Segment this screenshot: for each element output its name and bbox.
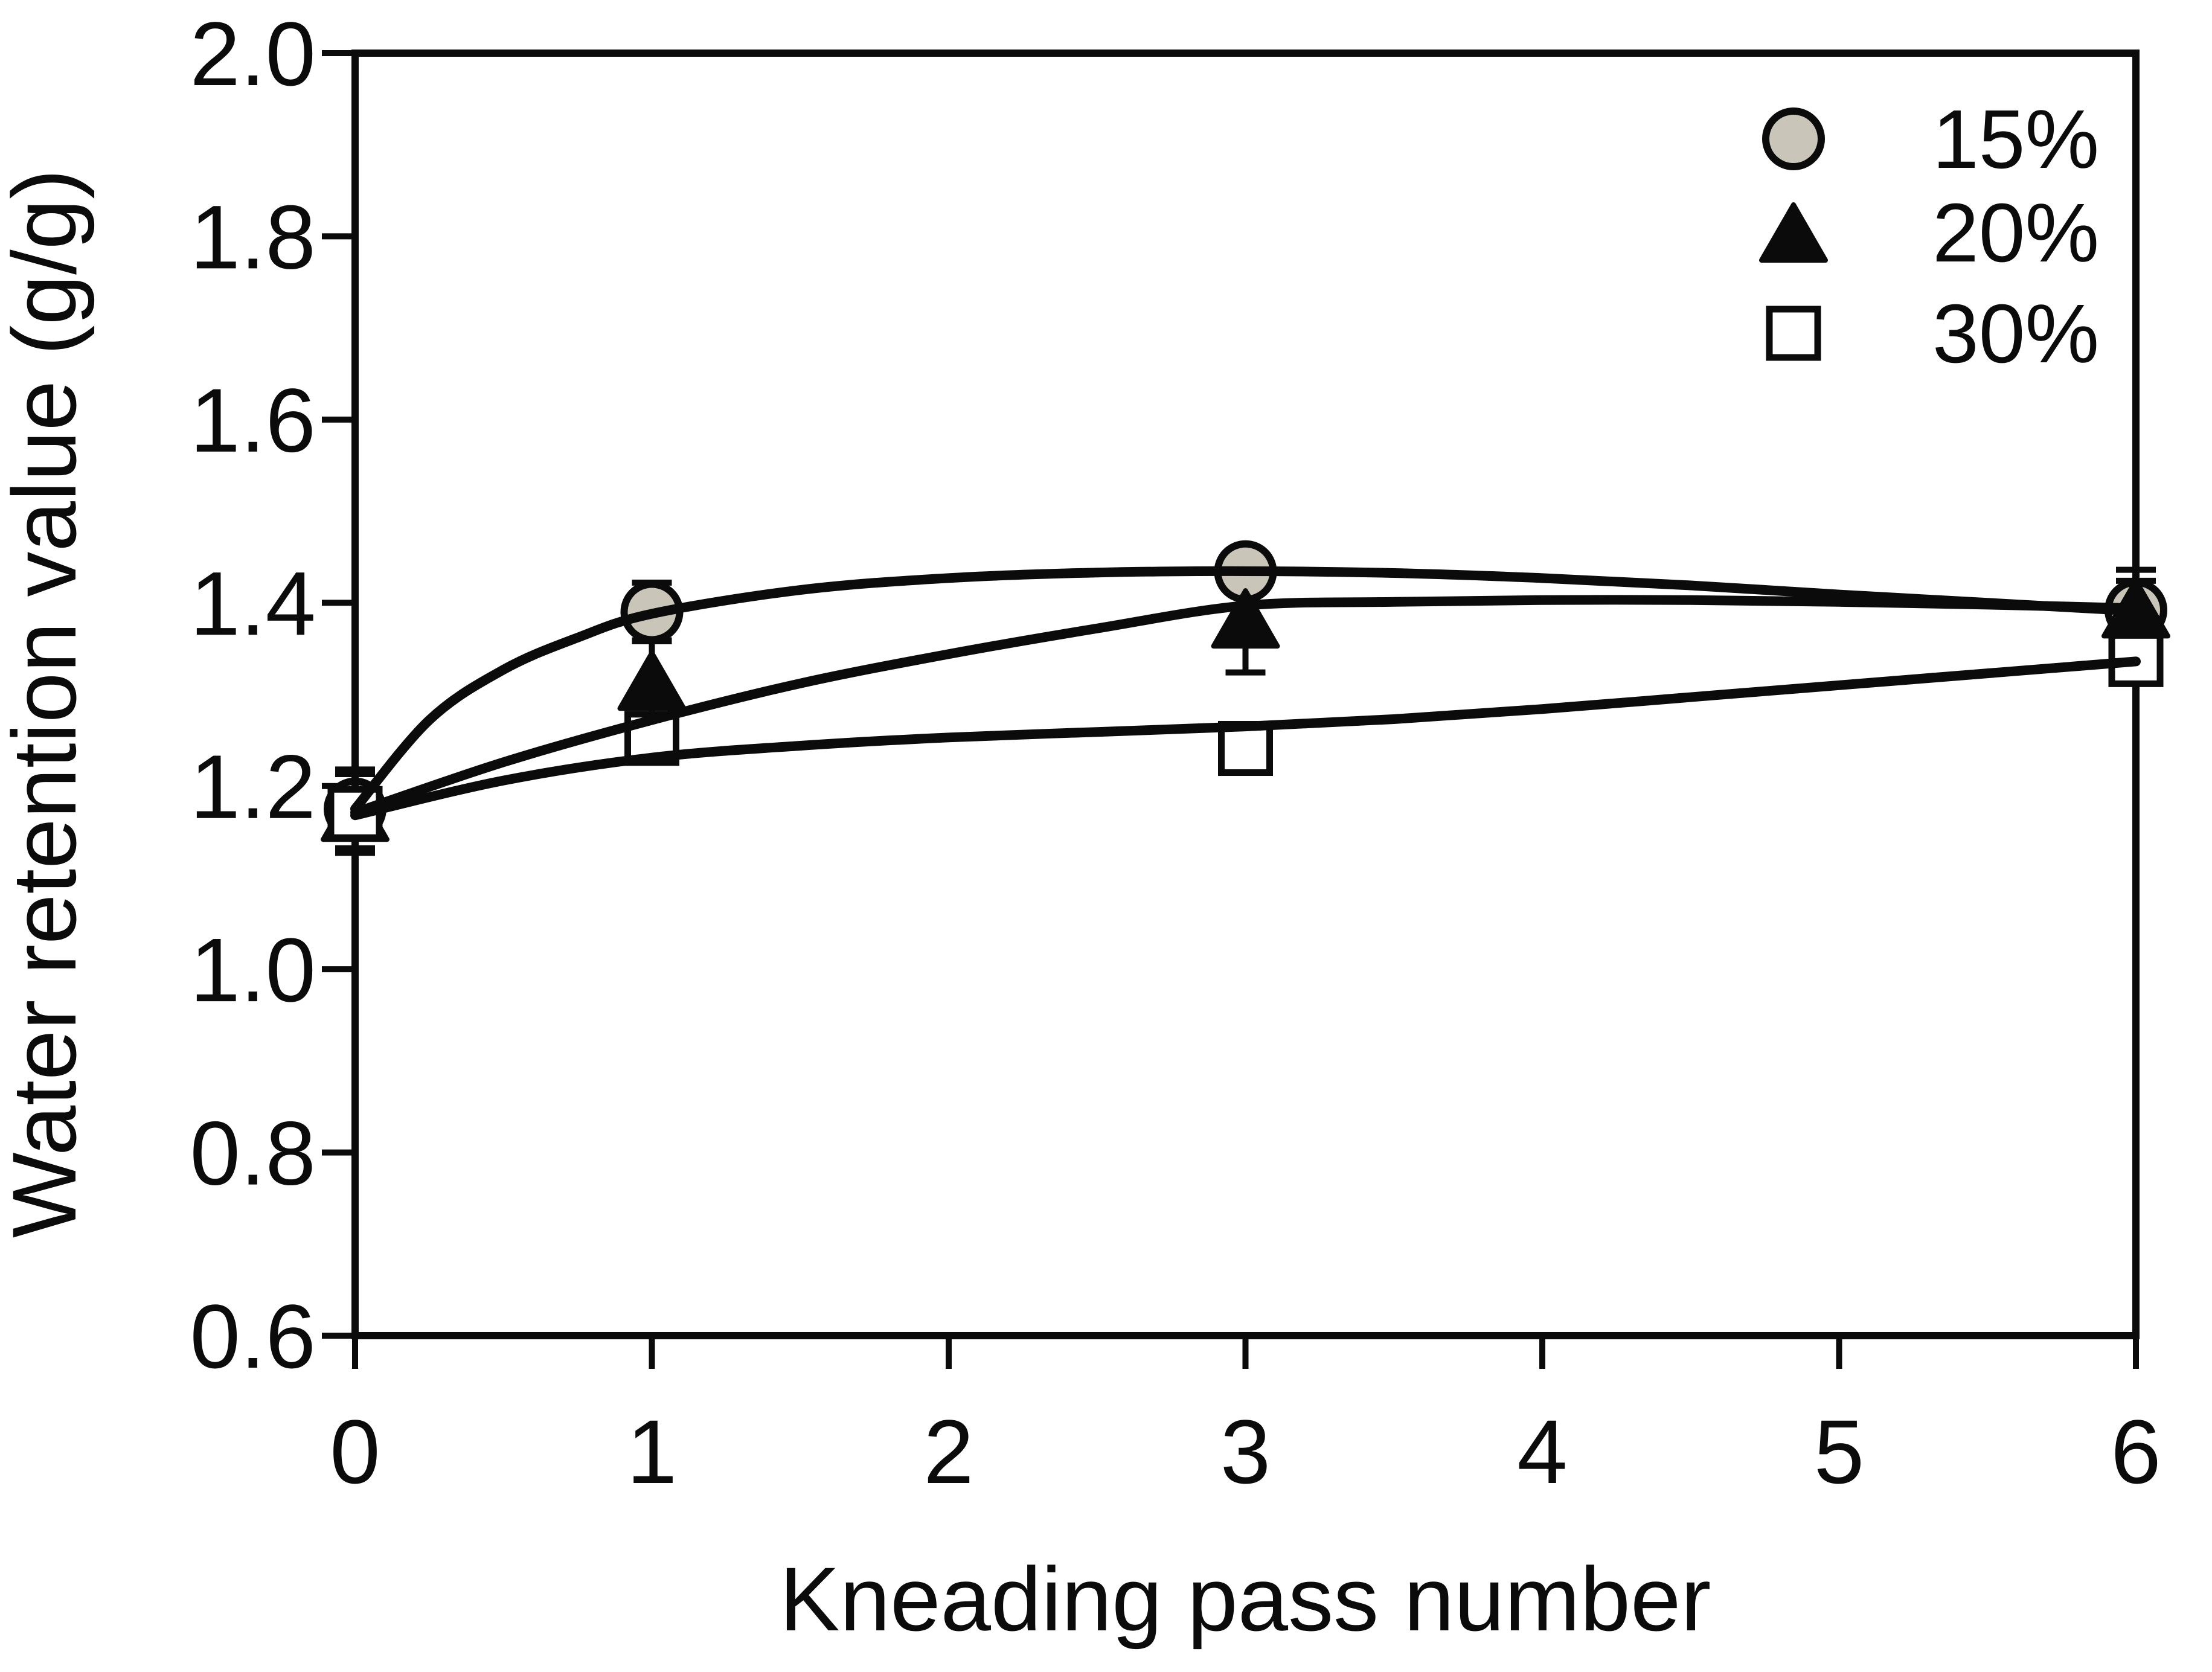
y-tick-label: 1.4 — [190, 553, 316, 654]
x-tick-label: 6 — [2111, 1401, 2161, 1502]
fit-curve-30pct — [350, 656, 2141, 821]
x-axis-title: Kneading pass number — [780, 1548, 1711, 1650]
y-tick-label: 1.2 — [190, 736, 316, 838]
legend-marker-15pct — [1762, 107, 1825, 170]
legend-marker-20pct — [1759, 202, 1828, 263]
legend-marker-30pct — [1766, 306, 1821, 361]
y-tick-label: 2.0 — [190, 3, 316, 104]
x-tick-label: 1 — [627, 1401, 677, 1502]
fit-curve-20pct — [350, 595, 2141, 818]
data-point-20pct — [1211, 588, 1280, 649]
x-tick-label: 0 — [330, 1401, 380, 1502]
y-tick-label: 0.8 — [190, 1103, 316, 1204]
y-tick-label: 1.0 — [190, 919, 316, 1020]
x-tick-label: 5 — [1814, 1401, 1864, 1502]
y-tick-label: 1.6 — [190, 370, 316, 471]
y-tick-label: 0.6 — [190, 1286, 316, 1387]
data-point-20pct — [617, 650, 687, 711]
legend-label-20pct: 20% — [1932, 187, 2099, 280]
y-tick-label: 1.8 — [190, 186, 316, 287]
x-tick-label: 4 — [1517, 1401, 1567, 1502]
fit-curve-15pct — [350, 566, 2141, 814]
x-tick-label: 2 — [923, 1401, 973, 1502]
y-axis-title: Water retention value (g/g) — [0, 169, 95, 1238]
plot-frame — [351, 50, 2140, 1339]
x-tick-label: 3 — [1220, 1401, 1271, 1502]
legend-label-15pct: 15% — [1932, 93, 2099, 186]
legend-label-30pct: 30% — [1932, 287, 2099, 380]
